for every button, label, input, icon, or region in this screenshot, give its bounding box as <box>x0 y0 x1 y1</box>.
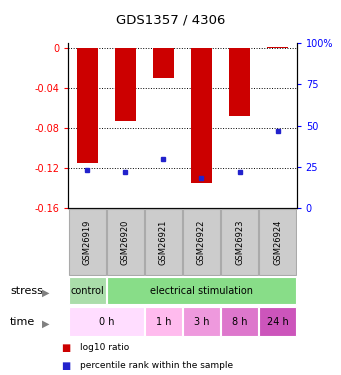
Text: time: time <box>10 316 35 327</box>
Bar <box>267 47 288 48</box>
Bar <box>107 277 296 304</box>
Bar <box>183 307 220 336</box>
Text: GSM26923: GSM26923 <box>235 219 244 265</box>
Bar <box>69 209 105 275</box>
Bar <box>145 209 182 275</box>
Text: GSM26919: GSM26919 <box>83 219 92 265</box>
Text: ▶: ▶ <box>42 288 50 297</box>
Bar <box>221 209 258 275</box>
Bar <box>259 307 296 336</box>
Text: stress: stress <box>10 286 43 296</box>
Text: electrical stimulation: electrical stimulation <box>150 286 253 296</box>
Text: 3 h: 3 h <box>194 316 209 327</box>
Bar <box>145 307 182 336</box>
Text: 1 h: 1 h <box>155 316 171 327</box>
Text: GDS1357 / 4306: GDS1357 / 4306 <box>116 13 225 26</box>
Bar <box>221 307 258 336</box>
Text: log10 ratio: log10 ratio <box>80 343 129 352</box>
Bar <box>153 48 174 78</box>
Text: ■: ■ <box>61 343 71 353</box>
Bar <box>191 48 212 183</box>
Bar <box>77 48 98 163</box>
Text: control: control <box>70 286 104 296</box>
Bar <box>115 48 136 121</box>
Text: 8 h: 8 h <box>232 316 247 327</box>
Bar <box>229 48 250 116</box>
Bar <box>260 209 296 275</box>
Bar <box>69 277 106 304</box>
Bar <box>107 209 144 275</box>
Text: percentile rank within the sample: percentile rank within the sample <box>80 361 233 370</box>
Text: ▶: ▶ <box>42 318 50 328</box>
Text: GSM26924: GSM26924 <box>273 219 282 265</box>
Text: 24 h: 24 h <box>267 316 288 327</box>
Text: ■: ■ <box>61 361 71 371</box>
Text: GSM26921: GSM26921 <box>159 219 168 265</box>
Text: GSM26922: GSM26922 <box>197 219 206 265</box>
Text: 0 h: 0 h <box>99 316 114 327</box>
Bar <box>183 209 220 275</box>
Bar <box>69 307 144 336</box>
Text: GSM26920: GSM26920 <box>121 219 130 265</box>
